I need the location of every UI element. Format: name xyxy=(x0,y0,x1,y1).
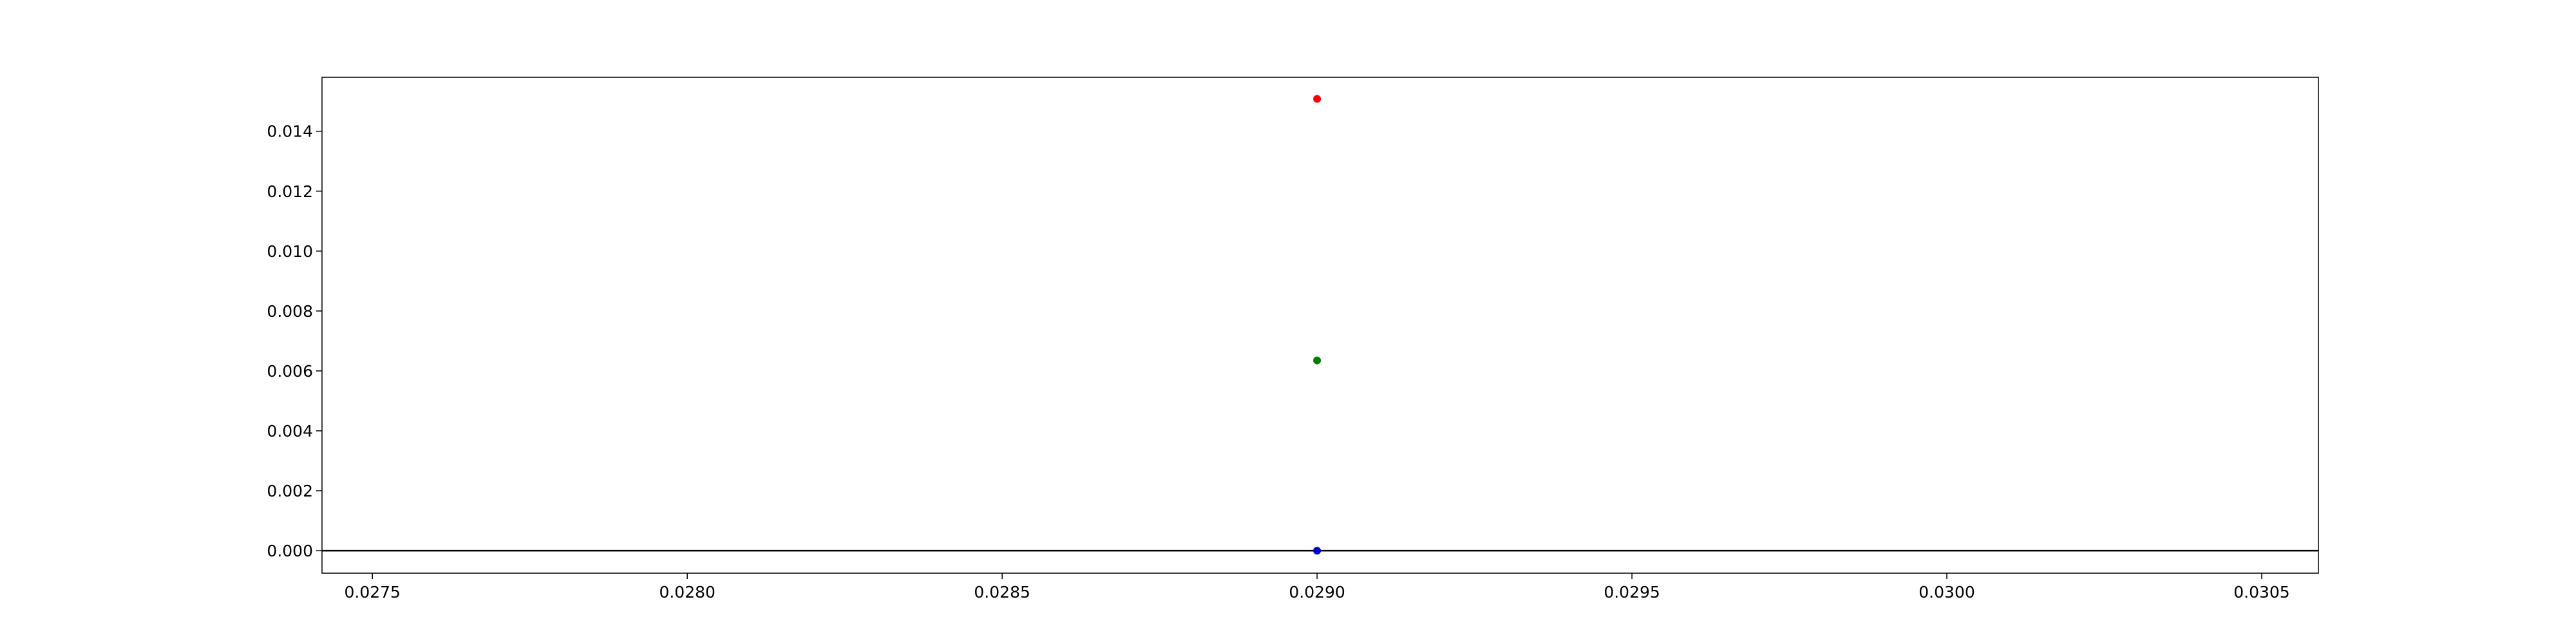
x-tick-label: 0.0305 xyxy=(2233,583,2289,601)
data-point-1 xyxy=(1313,356,1321,365)
x-tick-label: 0.0290 xyxy=(1289,583,1345,601)
x-tick-label: 0.0295 xyxy=(1604,583,1660,601)
y-tick-label: 0.004 xyxy=(267,422,313,440)
y-tick-label: 0.012 xyxy=(267,182,313,201)
x-tick-label: 0.0280 xyxy=(659,583,715,601)
y-tick-label: 0.002 xyxy=(267,482,313,500)
x-tick-label: 0.0300 xyxy=(1918,583,1975,601)
data-point-2 xyxy=(1313,547,1321,555)
data-point-0 xyxy=(1313,95,1321,103)
x-tick-label: 0.0275 xyxy=(344,583,400,601)
plot-frame xyxy=(321,77,2319,574)
y-axis: 0.000 0.002 0.004 0.006 0.008 0.010 0.012 0.014 xyxy=(267,122,322,560)
data-points xyxy=(1313,95,1321,555)
y-tick-label: 0.006 xyxy=(267,362,313,381)
x-axis: 0.0275 0.0280 0.0285 0.0290 0.0295 0.0300 0.03… xyxy=(344,573,2290,601)
y-tick-label: 0.008 xyxy=(267,302,313,321)
y-tick-label: 0.010 xyxy=(267,242,313,261)
y-tick-label: 0.014 xyxy=(267,122,313,141)
y-tick-label: 0.000 xyxy=(267,542,313,560)
x-tick-label: 0.0285 xyxy=(974,583,1030,601)
